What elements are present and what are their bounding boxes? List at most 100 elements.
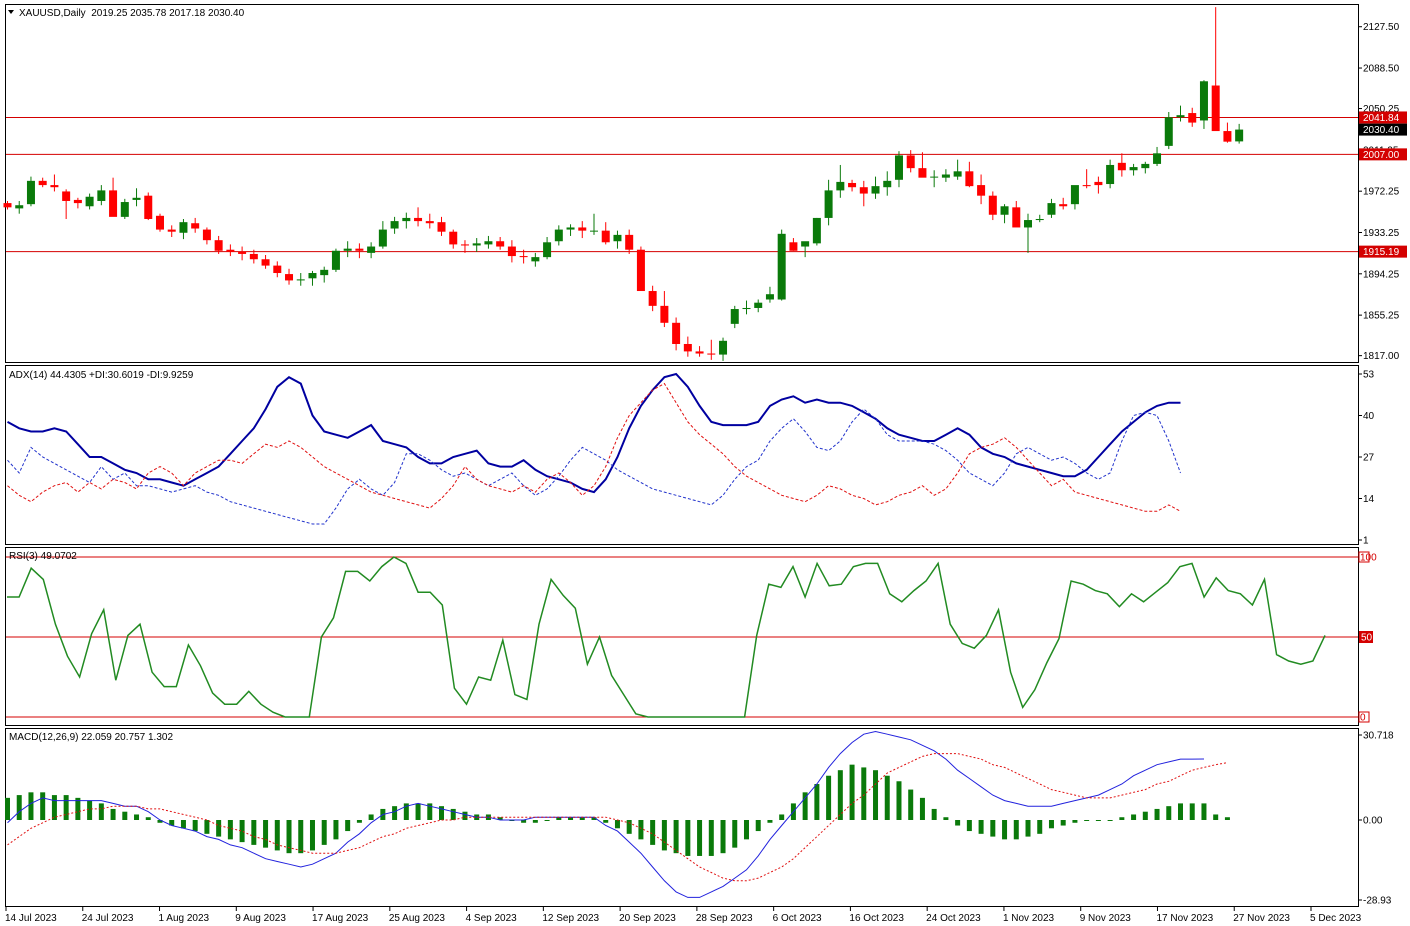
candle-body	[109, 190, 118, 217]
candle-body	[1199, 81, 1208, 121]
rsi-level-label: 100	[1360, 553, 1377, 564]
candle-body	[1129, 167, 1138, 171]
macd-histogram-bar	[28, 792, 34, 820]
macd-histogram-bar	[227, 820, 233, 840]
macd-histogram-bar	[814, 784, 820, 820]
time-tick-label: 9 Aug 2023	[235, 913, 286, 924]
macd-histogram-bar	[955, 820, 961, 826]
candle-body	[15, 205, 24, 209]
macd-histogram-bar	[1166, 806, 1172, 820]
macd-histogram-bar	[966, 820, 972, 832]
macd-histogram-bar	[884, 775, 890, 820]
macd-histogram-bar	[720, 820, 726, 854]
candle-body	[226, 249, 235, 252]
macd-histogram-bar	[1154, 808, 1160, 820]
candle-body	[26, 180, 35, 205]
macd-histogram-bar	[356, 820, 362, 823]
candle-body	[941, 174, 950, 178]
candle-body	[1141, 163, 1150, 169]
candle-body	[62, 191, 71, 201]
macd-histogram-bar	[427, 803, 433, 820]
macd-histogram-bar	[568, 817, 574, 820]
macd-histogram-bar	[462, 811, 468, 820]
macd-histogram-bar	[826, 775, 832, 820]
macd-histogram-bar	[614, 820, 620, 829]
candle-body	[3, 203, 12, 208]
time-tick-label: 1 Nov 2023	[1003, 913, 1055, 924]
macd-histogram-bar	[321, 820, 327, 845]
symbol-menu-arrow-icon[interactable]	[8, 10, 14, 14]
candle-body	[730, 309, 739, 324]
macd-histogram-bar	[5, 797, 10, 820]
macd-histogram-bar	[157, 820, 163, 823]
time-tick-label: 20 Sep 2023	[619, 913, 676, 924]
level-price-label: 2041.84	[1363, 113, 1400, 124]
plus-di-line	[7, 408, 1181, 525]
candle-body	[765, 294, 774, 300]
time-tick-label: 27 Nov 2023	[1233, 913, 1290, 924]
rsi-level-label: 50	[1361, 633, 1373, 644]
macd-histogram-bar	[345, 820, 351, 832]
macd-histogram-bar	[333, 820, 339, 840]
candle-body	[1024, 220, 1033, 228]
candle-body	[719, 340, 728, 355]
macd-histogram-bar	[134, 814, 140, 820]
candle-body	[132, 197, 141, 200]
candle-body	[191, 223, 200, 229]
candle-body	[460, 244, 469, 246]
candle-body	[367, 246, 376, 253]
candle-body	[320, 269, 329, 276]
candle-body	[1164, 117, 1173, 146]
candle-body	[1176, 115, 1185, 118]
candle-body	[472, 243, 481, 246]
adx-tick-label: 27	[1363, 453, 1375, 464]
macd-histogram-bar	[1224, 817, 1230, 820]
candle-body	[378, 229, 387, 247]
candle-body	[683, 343, 692, 352]
macd-histogram-bar	[661, 820, 667, 851]
time-tick-label: 17 Nov 2023	[1156, 913, 1213, 924]
candle-body	[1235, 129, 1244, 142]
macd-histogram-bar	[204, 820, 210, 834]
candle-body	[965, 171, 974, 187]
adx-title: ADX(14) 44.4305 +DI:30.6019 -DI:9.9259	[9, 370, 194, 381]
macd-histogram-bar	[1072, 820, 1078, 823]
candle-body	[50, 185, 59, 188]
macd-histogram-bar	[274, 820, 280, 851]
macd-histogram-bar	[896, 781, 902, 820]
main-pane-frame	[5, 4, 1359, 363]
candle-body	[296, 279, 305, 281]
macd-histogram-bar	[802, 792, 808, 820]
candle-body	[1211, 85, 1220, 132]
macd-histogram-bar	[192, 820, 198, 832]
main-title: XAUUSD,Daily 2019.25 2035.78 2017.18 203…	[19, 8, 245, 19]
macd-histogram-bar	[873, 770, 879, 820]
macd-line	[7, 730, 1205, 898]
candle-body	[437, 222, 446, 232]
macd-histogram-bar	[673, 820, 679, 854]
price-tick-label: 2088.50	[1363, 64, 1400, 75]
macd-histogram-bar	[368, 814, 374, 820]
rsi-pane-frame	[5, 547, 1359, 726]
candle-body	[1012, 207, 1021, 228]
candle-body	[449, 231, 458, 245]
macd-histogram-bar	[110, 808, 116, 820]
candle-body	[167, 229, 176, 232]
macd-histogram-bar	[579, 817, 585, 820]
candle-body	[543, 242, 552, 258]
candle-body	[484, 241, 493, 245]
macd-histogram-bar	[309, 820, 315, 851]
candle-body	[155, 215, 164, 230]
rsi-pane: 100 50 0	[6, 551, 1377, 724]
macd-histogram-bar	[591, 817, 597, 820]
macd-histogram-bar	[532, 820, 538, 823]
candle-body	[1223, 131, 1232, 142]
candle-body	[894, 155, 903, 180]
candle-body	[1094, 181, 1103, 186]
level-price-tag	[1359, 245, 1407, 258]
time-tick-label: 9 Nov 2023	[1080, 913, 1132, 924]
macd-histogram-bar	[403, 803, 409, 820]
macd-histogram-bar	[122, 811, 128, 820]
macd-histogram-bar	[251, 820, 257, 845]
